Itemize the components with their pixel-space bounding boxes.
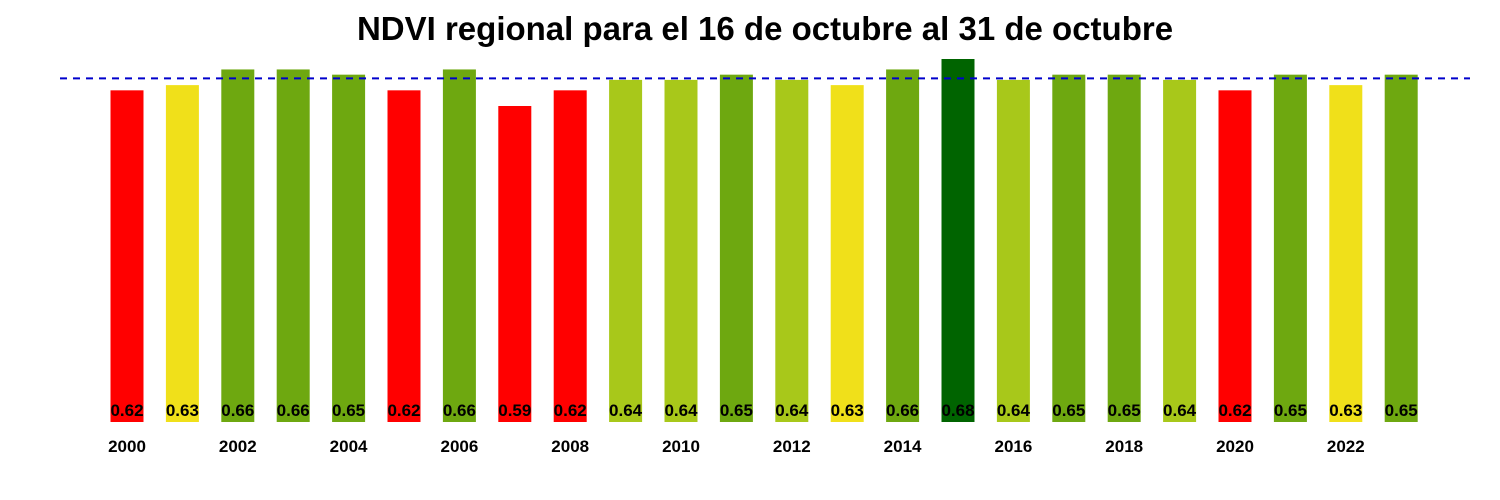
value-label-2009: 0.64: [609, 401, 643, 420]
value-label-2021: 0.65: [1274, 401, 1307, 420]
value-label-2010: 0.64: [664, 401, 698, 420]
x-tick-label-2002: 2002: [219, 437, 257, 456]
value-label-2015: 0.68: [941, 401, 974, 420]
value-label-2008: 0.62: [554, 401, 587, 420]
value-label-2004: 0.65: [332, 401, 365, 420]
value-label-2006: 0.66: [443, 401, 476, 420]
bar-2005: [387, 90, 421, 422]
value-label-2022: 0.63: [1329, 401, 1362, 420]
bar-2007: [498, 106, 532, 422]
value-label-2011: 0.65: [720, 401, 753, 420]
bar-2021: [1273, 74, 1307, 423]
bar-2011: [719, 74, 753, 423]
bar-2008: [553, 90, 587, 422]
bar-2003: [276, 69, 310, 422]
x-tick-label-2014: 2014: [884, 437, 922, 456]
value-label-2013: 0.63: [831, 401, 864, 420]
bar-2017: [1052, 74, 1086, 423]
x-tick-label-2016: 2016: [994, 437, 1032, 456]
x-tick-label-2000: 2000: [108, 437, 146, 456]
chart-title: NDVI regional para el 16 de octubre al 3…: [356, 10, 1174, 47]
bar-2022: [1329, 85, 1363, 422]
x-tick-label-2010: 2010: [662, 437, 700, 456]
bar-2023: [1384, 74, 1418, 423]
bar-2002: [221, 69, 255, 422]
x-tick-label-2006: 2006: [440, 437, 478, 456]
value-label-2002: 0.66: [221, 401, 254, 420]
x-tick-label-2008: 2008: [551, 437, 589, 456]
value-label-2018: 0.65: [1108, 401, 1141, 420]
x-tick-label-2020: 2020: [1216, 437, 1254, 456]
value-label-2020: 0.62: [1218, 401, 1251, 420]
value-label-2007: 0.59: [498, 401, 531, 420]
value-label-2019: 0.64: [1163, 401, 1197, 420]
x-tick-label-2004: 2004: [330, 437, 368, 456]
x-tick-label-2012: 2012: [773, 437, 811, 456]
bar-2020: [1218, 90, 1252, 422]
bar-2000: [110, 90, 144, 422]
bar-2006: [442, 69, 476, 422]
bar-2013: [830, 85, 864, 422]
bar-2010: [664, 79, 698, 422]
bar-2004: [332, 74, 366, 423]
value-label-2014: 0.66: [886, 401, 919, 420]
bar-2016: [996, 79, 1030, 422]
value-label-2005: 0.62: [387, 401, 420, 420]
value-label-2023: 0.65: [1385, 401, 1418, 420]
x-tick-label-2018: 2018: [1105, 437, 1143, 456]
value-label-2012: 0.64: [775, 401, 809, 420]
value-label-2016: 0.64: [997, 401, 1031, 420]
bar-2019: [1163, 79, 1197, 422]
bar-2014: [886, 69, 920, 422]
x-tick-label-2022: 2022: [1327, 437, 1365, 456]
bar-2009: [609, 79, 643, 422]
bar-2012: [775, 79, 809, 422]
bar-2001: [165, 85, 199, 422]
bar-2015: [941, 59, 975, 422]
bar-2018: [1107, 74, 1141, 423]
value-label-2001: 0.63: [166, 401, 199, 420]
value-label-2000: 0.62: [110, 401, 143, 420]
value-label-2003: 0.66: [277, 401, 310, 420]
value-label-2017: 0.65: [1052, 401, 1085, 420]
